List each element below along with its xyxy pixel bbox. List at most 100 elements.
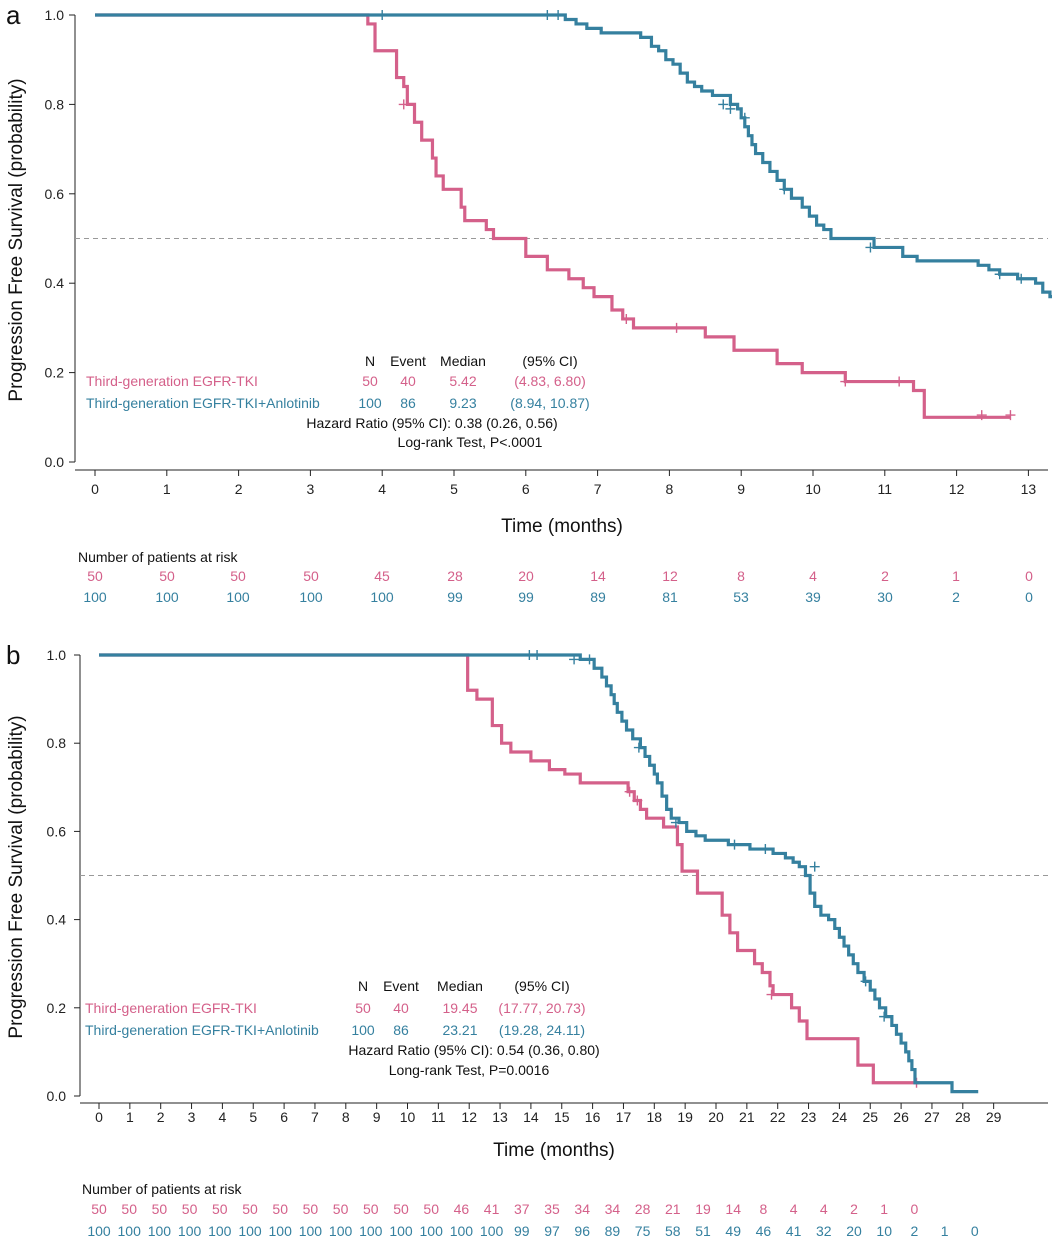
risk-table-title: Number of patients at risk xyxy=(82,1181,243,1197)
risk-count: 50 xyxy=(303,568,319,584)
risk-count: 100 xyxy=(83,589,107,605)
series-egfr-tki-anlotinib xyxy=(95,10,1052,299)
risk-count: 0 xyxy=(971,1223,979,1238)
risk-count: 89 xyxy=(590,589,606,605)
legend-ci: (17.77, 20.73) xyxy=(498,1000,585,1016)
risk-count: 0 xyxy=(1025,568,1033,584)
y-tick-label: 0.8 xyxy=(47,735,67,751)
legend-header: Median xyxy=(440,353,486,369)
x-tick-label: 3 xyxy=(188,1109,196,1125)
censor-mark xyxy=(766,989,777,1000)
hazard-ratio: Hazard Ratio (95% CI): 0.54 (0.36, 0.80) xyxy=(348,1042,599,1058)
risk-count: 100 xyxy=(148,1223,172,1238)
x-tick-label: 10 xyxy=(400,1109,416,1125)
x-tick-label: 3 xyxy=(307,481,315,497)
hazard-ratio: Hazard Ratio (95% CI): 0.38 (0.26, 0.56) xyxy=(306,415,557,431)
x-tick-label: 29 xyxy=(986,1109,1002,1125)
risk-count: 99 xyxy=(518,589,534,605)
x-tick-label: 19 xyxy=(677,1109,693,1125)
risk-count: 81 xyxy=(662,589,678,605)
risk-count: 100 xyxy=(299,1223,323,1238)
risk-count: 28 xyxy=(447,568,463,584)
risk-count: 75 xyxy=(635,1223,651,1238)
x-tick-label: 6 xyxy=(280,1109,288,1125)
censor-mark xyxy=(624,786,635,797)
legend-n: 50 xyxy=(362,373,378,389)
series-egfr-tki-anlotinib xyxy=(99,650,979,1094)
legend-header: N xyxy=(365,353,375,369)
legend-n: 100 xyxy=(358,395,382,411)
risk-count: 1 xyxy=(941,1223,949,1238)
x-tick-label: 24 xyxy=(832,1109,848,1125)
censor-mark xyxy=(779,184,790,195)
series-egfr-tki xyxy=(95,13,1016,421)
risk-count: 97 xyxy=(544,1223,560,1238)
risk-count: 0 xyxy=(1025,589,1033,605)
censor-mark xyxy=(398,99,409,110)
risk-count: 20 xyxy=(518,568,534,584)
risk-count: 100 xyxy=(420,1223,444,1238)
risk-count: 41 xyxy=(786,1223,802,1238)
risk-count: 1 xyxy=(880,1201,888,1217)
x-tick-label: 26 xyxy=(893,1109,909,1125)
legend-header: Median xyxy=(437,978,483,994)
risk-count: 50 xyxy=(363,1201,379,1217)
risk-count: 50 xyxy=(182,1201,198,1217)
risk-count: 58 xyxy=(665,1223,681,1238)
legend-event: 40 xyxy=(393,1000,409,1016)
censor-mark xyxy=(809,861,820,872)
risk-count: 2 xyxy=(850,1201,858,1217)
risk-count: 46 xyxy=(756,1223,772,1238)
x-tick-label: 1 xyxy=(126,1109,134,1125)
risk-count: 89 xyxy=(605,1223,621,1238)
x-tick-label: 5 xyxy=(450,481,458,497)
censor-mark xyxy=(718,99,729,110)
legend-header: (95% CI) xyxy=(514,978,569,994)
risk-count: 100 xyxy=(359,1223,383,1238)
risk-count: 100 xyxy=(226,589,250,605)
risk-count: 51 xyxy=(695,1223,711,1238)
censor-mark xyxy=(621,313,632,324)
risk-count: 50 xyxy=(303,1201,319,1217)
risk-count: 2 xyxy=(952,589,960,605)
legend-median: 9.23 xyxy=(449,395,476,411)
survival-curve xyxy=(95,13,1011,419)
x-tick-label: 1 xyxy=(163,481,171,497)
y-tick-label: 0.2 xyxy=(45,365,65,381)
x-tick-label: 2 xyxy=(157,1109,165,1125)
legend-row-label: Third-generation EGFR-TKI+Anlotinib xyxy=(85,1022,319,1038)
survival-curve xyxy=(95,13,1052,299)
x-tick-label: 12 xyxy=(461,1109,477,1125)
legend-event: 40 xyxy=(400,373,416,389)
x-tick-label: 12 xyxy=(949,481,965,497)
risk-count: 50 xyxy=(212,1201,228,1217)
censor-mark xyxy=(865,242,876,253)
survival-curve xyxy=(99,653,979,1094)
x-tick-label: 22 xyxy=(770,1109,786,1125)
risk-count: 12 xyxy=(662,568,678,584)
x-tick-label: 25 xyxy=(862,1109,878,1125)
legend-ci: (8.94, 10.87) xyxy=(510,395,589,411)
risk-count: 35 xyxy=(544,1201,560,1217)
y-axis-label: Progression Free Survival (probability) xyxy=(6,715,27,1038)
risk-count: 39 xyxy=(805,589,821,605)
x-tick-label: 4 xyxy=(378,481,386,497)
risk-count: 2 xyxy=(911,1223,919,1238)
x-tick-label: 28 xyxy=(955,1109,971,1125)
log-rank-test: Long-rank Test, P=0.0016 xyxy=(389,1062,550,1078)
risk-count: 50 xyxy=(242,1201,258,1217)
legend-ci: (19.28, 24.11) xyxy=(499,1022,585,1038)
risk-count: 100 xyxy=(450,1223,474,1238)
risk-count: 53 xyxy=(733,589,749,605)
x-tick-label: 8 xyxy=(666,481,674,497)
censor-mark xyxy=(377,10,388,20)
x-tick-label: 11 xyxy=(431,1109,446,1125)
risk-count: 99 xyxy=(514,1223,530,1238)
legend-n: 50 xyxy=(355,1000,371,1016)
panel-label: b xyxy=(6,640,20,670)
censor-mark xyxy=(879,1011,890,1022)
x-tick-label: 27 xyxy=(924,1109,940,1125)
censor-mark xyxy=(553,10,564,20)
risk-count: 50 xyxy=(121,1201,137,1217)
